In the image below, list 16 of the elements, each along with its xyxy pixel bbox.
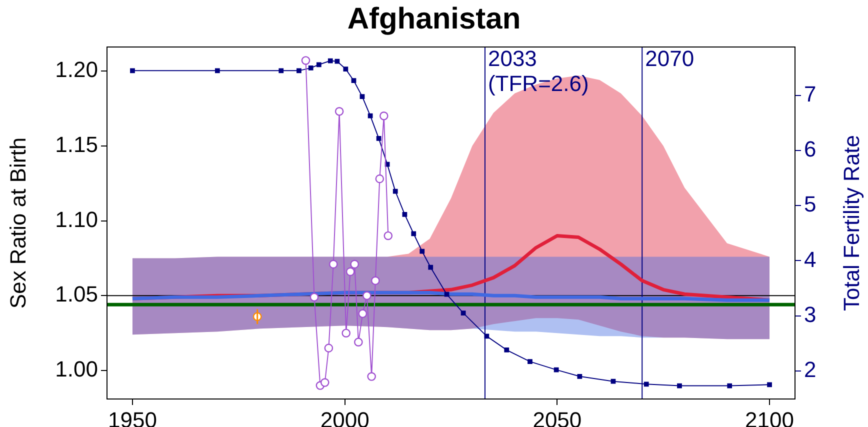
ref-line-label: 2033 (TFR=2.6) (488, 46, 589, 96)
y2-tick-label: 2 (804, 356, 816, 382)
y2-axis-title: Total Fertility Rate (839, 134, 864, 312)
y2-tick-label: 7 (804, 82, 816, 107)
y2-tick-label: 6 (804, 136, 816, 162)
y-tick-label: 1.10 (55, 206, 98, 232)
y-tick-label: 1.15 (55, 132, 98, 157)
ref-line-label: 2070 (645, 46, 694, 72)
y-tick-label: 1.20 (55, 57, 98, 82)
y2-tick-label: 3 (804, 302, 816, 327)
y2-tick-label: 5 (804, 192, 816, 217)
y-tick-label: 1.05 (55, 282, 98, 307)
y-tick-label: 1.00 (55, 356, 98, 382)
chart-title: Afghanistan (347, 2, 521, 36)
y2-tick-label: 4 (804, 246, 816, 272)
y-axis-title: Sex Ratio at Birth (5, 137, 30, 309)
